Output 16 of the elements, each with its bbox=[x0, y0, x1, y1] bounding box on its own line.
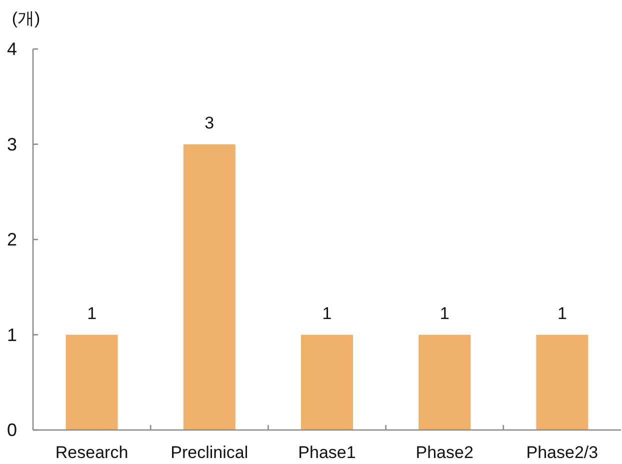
data-label: 1 bbox=[557, 304, 567, 323]
y-tick-label: 3 bbox=[6, 134, 17, 154]
y-axis-title: (개) bbox=[12, 9, 40, 28]
y-tick-label: 2 bbox=[6, 230, 17, 250]
x-tick-label: Phase2/3 bbox=[526, 443, 598, 462]
x-tick-label: Phase2 bbox=[416, 443, 474, 462]
data-label: 1 bbox=[87, 304, 97, 323]
y-tick-label: 1 bbox=[6, 324, 17, 345]
data-label: 1 bbox=[440, 304, 450, 323]
y-tick-label: 4 bbox=[6, 39, 17, 59]
data-label: 3 bbox=[204, 113, 214, 132]
y-tick-label: 0 bbox=[6, 420, 17, 440]
x-tick-label: Phase1 bbox=[298, 443, 356, 462]
data-label: 1 bbox=[322, 304, 332, 323]
x-tick-label: Research bbox=[55, 443, 128, 462]
x-tick-label: Preclinical bbox=[170, 443, 248, 462]
